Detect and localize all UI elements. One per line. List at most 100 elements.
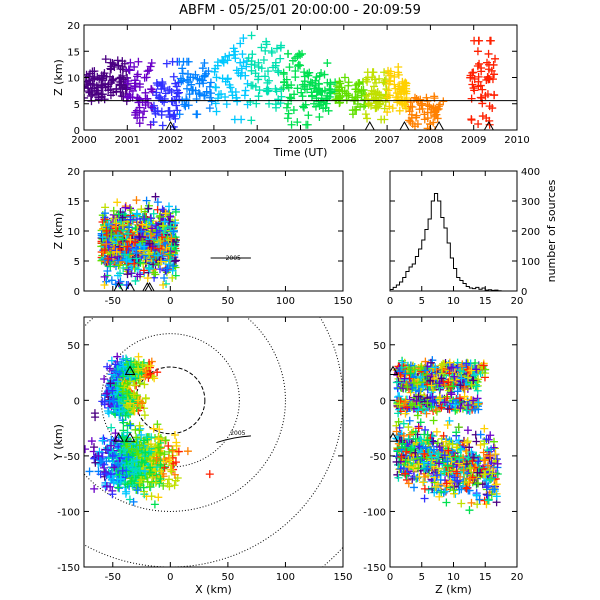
source-point xyxy=(240,91,249,100)
source-point xyxy=(414,460,423,469)
source-point xyxy=(484,496,493,505)
source-point xyxy=(466,71,475,80)
source-point xyxy=(135,80,144,89)
source-point xyxy=(138,237,147,246)
source-point xyxy=(368,73,377,82)
source-point xyxy=(183,447,192,456)
x-axis-label: Time (UT) xyxy=(273,146,328,159)
source-point xyxy=(338,87,347,96)
x-tick-label: -50 xyxy=(105,296,121,307)
chart-title: ABFM - 05/25/01 20:00:00 - 20:09:59 xyxy=(179,3,421,18)
source-point xyxy=(284,99,293,108)
source-point xyxy=(236,39,245,48)
y-axis-label: Y (km) xyxy=(52,424,65,461)
source-point xyxy=(127,84,136,93)
y-tick-label: 10 xyxy=(67,227,80,238)
source-point xyxy=(151,109,160,118)
source-point xyxy=(373,88,382,97)
source-point xyxy=(100,281,109,289)
source-point xyxy=(279,68,288,77)
source-point xyxy=(113,231,122,240)
x-tick-label: 2003 xyxy=(201,135,226,146)
source-point xyxy=(107,423,116,432)
source-point xyxy=(394,377,403,386)
source-point xyxy=(426,460,435,469)
source-point xyxy=(174,447,183,456)
station-triangle xyxy=(399,120,410,130)
source-point xyxy=(410,445,419,454)
source-point xyxy=(101,55,110,64)
source-point xyxy=(462,359,471,368)
source-point xyxy=(445,376,454,385)
source-point xyxy=(133,272,142,281)
source-point xyxy=(472,491,481,500)
source-point xyxy=(218,56,227,65)
source-point xyxy=(140,107,149,116)
source-point xyxy=(137,458,146,467)
source-point xyxy=(149,209,158,218)
source-point xyxy=(429,103,438,112)
source-point xyxy=(150,268,159,277)
source-point xyxy=(145,250,154,259)
source-point xyxy=(118,221,127,230)
x-tick-label: 2010 xyxy=(504,135,529,146)
source-point xyxy=(139,358,148,367)
source-point xyxy=(145,264,154,273)
source-point xyxy=(107,76,116,85)
source-point xyxy=(257,43,266,52)
x-tick-label: 2008 xyxy=(418,135,443,146)
source-point xyxy=(398,439,407,448)
source-point xyxy=(166,255,175,264)
source-point xyxy=(458,362,467,371)
source-point xyxy=(149,118,158,127)
source-point xyxy=(445,439,454,448)
source-point xyxy=(363,77,372,86)
source-point xyxy=(466,474,475,483)
source-point xyxy=(405,363,414,372)
source-point xyxy=(383,108,392,117)
source-point xyxy=(437,403,446,412)
source-point xyxy=(120,445,129,454)
source-point xyxy=(130,470,139,479)
source-point xyxy=(123,379,132,388)
source-point xyxy=(293,84,302,93)
source-point xyxy=(139,436,148,445)
y-tick-label: 0 xyxy=(521,287,527,298)
source-point xyxy=(116,475,125,484)
source-point xyxy=(185,90,194,99)
source-point xyxy=(398,77,407,86)
source-point xyxy=(113,377,122,386)
source-point xyxy=(121,411,130,420)
source-point xyxy=(145,482,154,491)
source-point xyxy=(410,463,419,472)
source-point xyxy=(100,209,109,218)
source-point xyxy=(198,64,207,73)
source-point xyxy=(395,84,404,93)
source-point xyxy=(156,94,165,103)
source-point xyxy=(475,495,484,504)
source-point xyxy=(271,61,280,70)
source-point xyxy=(457,445,466,454)
source-point xyxy=(157,85,166,94)
source-point xyxy=(172,438,181,447)
source-point xyxy=(172,101,181,110)
source-point xyxy=(175,57,184,66)
source-point xyxy=(480,424,489,433)
source-point xyxy=(165,482,174,491)
source-point xyxy=(100,374,109,383)
source-point xyxy=(488,104,497,113)
source-point xyxy=(303,120,312,129)
source-point xyxy=(140,242,149,251)
source-point xyxy=(131,464,140,473)
source-point xyxy=(467,366,476,375)
source-point xyxy=(182,95,191,104)
x-tick-label: 150 xyxy=(333,296,352,307)
source-point xyxy=(443,457,452,466)
source-point xyxy=(420,494,429,503)
source-point xyxy=(433,439,442,448)
x-tick-label: 50 xyxy=(222,296,235,307)
source-point xyxy=(136,258,145,267)
source-point xyxy=(146,369,155,378)
range-ring xyxy=(84,317,343,567)
source-point xyxy=(441,487,450,496)
